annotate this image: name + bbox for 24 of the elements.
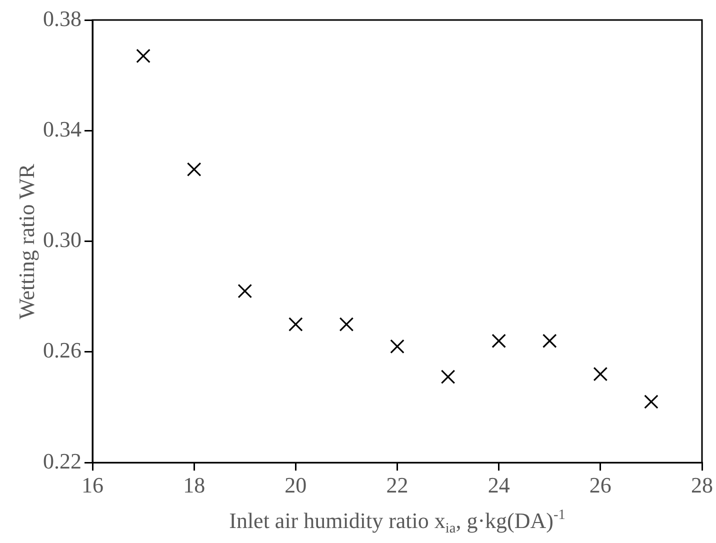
point — [186, 162, 202, 177]
y-tick-label: 0.22 — [43, 448, 82, 474]
point — [339, 317, 354, 332]
x-tick-label: 28 — [691, 472, 713, 498]
point — [492, 334, 506, 348]
point — [390, 339, 404, 354]
x-tick-label: 20 — [284, 472, 307, 498]
x-tick-label: 18 — [183, 472, 206, 498]
point — [644, 394, 658, 409]
point — [136, 48, 150, 64]
y-axis-title: Wetting ratio WR — [14, 163, 39, 320]
x-tick-label: 16 — [82, 472, 104, 498]
point — [542, 334, 557, 348]
x-tick-label: 22 — [386, 472, 408, 498]
point — [440, 370, 456, 384]
y-tick-label: 0.30 — [43, 227, 82, 252]
point — [593, 366, 608, 382]
point — [288, 317, 303, 332]
y-tick-label: 0.26 — [43, 338, 82, 363]
y-tick-label: 0.38 — [43, 6, 82, 31]
point — [238, 284, 252, 298]
x-tick-label: 24 — [488, 472, 510, 498]
y-tick-label: 0.34 — [43, 116, 82, 142]
x-tick-label: 26 — [589, 472, 612, 498]
